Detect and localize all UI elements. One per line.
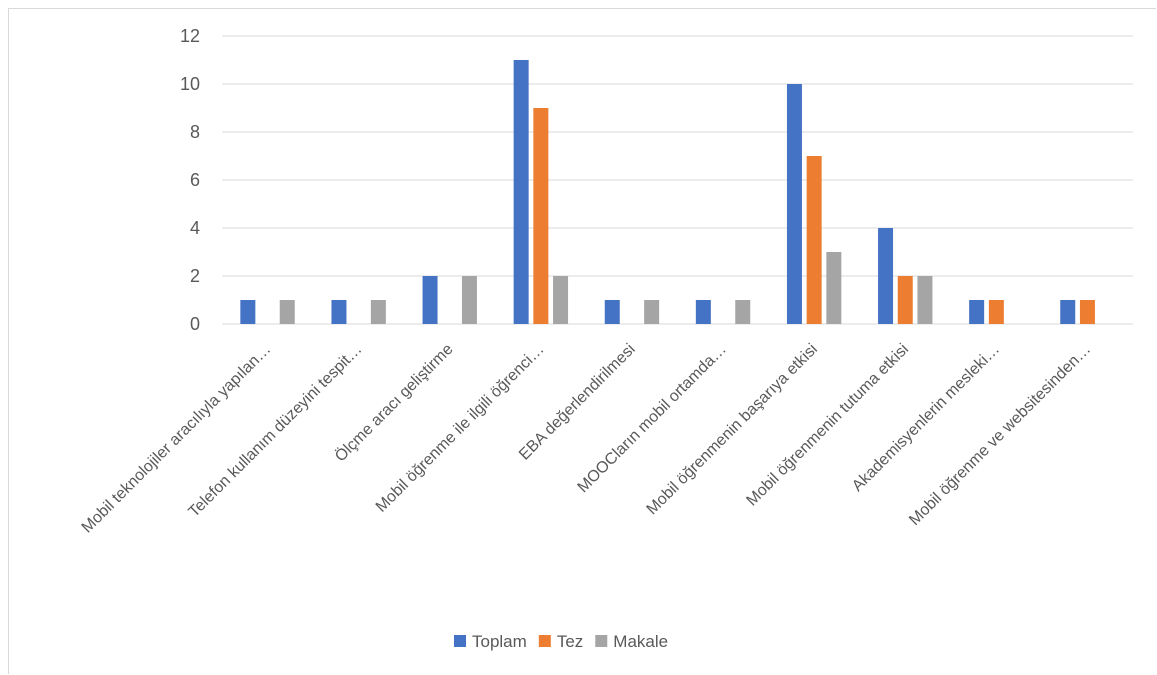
legend-label-toplam: Toplam <box>472 632 527 651</box>
bars <box>240 60 1095 324</box>
bar-toplam <box>969 300 985 324</box>
x-category-label: Mobil öğrenme ve websitesinden… <box>906 341 1094 529</box>
bar-toplam <box>786 84 802 324</box>
bar-toplam <box>604 300 620 324</box>
legend-swatch-toplam <box>454 635 466 647</box>
bar-tez <box>897 276 913 324</box>
bar-toplam <box>240 300 256 324</box>
bar-makale <box>370 300 386 324</box>
bar-makale <box>917 276 933 324</box>
bar-makale <box>735 300 751 324</box>
bar-makale <box>461 276 477 324</box>
bar-makale <box>644 300 660 324</box>
y-tick-label: 8 <box>190 122 200 142</box>
legend-swatch-makale <box>595 635 608 647</box>
bar-tez <box>1079 300 1095 324</box>
legend-label-makale: Makale <box>613 632 668 651</box>
bar-makale <box>279 300 295 324</box>
bar-toplam <box>695 300 711 324</box>
chart-frame <box>8 8 1156 674</box>
bar-tez <box>988 300 1004 324</box>
y-tick-label: 0 <box>190 314 200 334</box>
bar-makale <box>553 276 569 324</box>
bar-toplam <box>1060 300 1076 324</box>
bar-tez <box>806 156 822 324</box>
legend: Toplam Tez Makale <box>454 632 668 651</box>
x-category-label: Mobil öğrenmenin tutuma etkisi <box>743 341 912 510</box>
x-category-label: Akademisyenlerin mesleki… <box>849 341 1003 495</box>
legend-label-tez: Tez <box>557 632 583 651</box>
bar-toplam <box>422 276 438 324</box>
bar-toplam <box>331 300 347 324</box>
legend-swatch-tez <box>538 635 551 647</box>
bar-tez <box>533 108 549 324</box>
bar-toplam <box>878 228 894 324</box>
x-category-label: MOOCların mobil ortamda… <box>575 341 730 496</box>
x-category-label: Telefon kullanım düzeyini tespit… <box>186 341 366 521</box>
y-tick-label: 6 <box>190 170 200 190</box>
x-category-label: Mobil öğrenmenin başarıya etkisi <box>644 341 821 518</box>
y-axis-tick-labels: 0 2 4 6 8 10 12 <box>180 26 200 334</box>
y-tick-label: 2 <box>190 266 200 286</box>
x-axis-category-labels: Mobil teknolojiler aracılıyla yapılan…Te… <box>79 340 1095 536</box>
y-tick-label: 4 <box>190 218 200 238</box>
gridlines <box>222 35 1133 325</box>
bar-makale <box>826 252 842 324</box>
x-category-label: Mobil öğrenme ile ilgili öğrenci… <box>373 341 548 516</box>
y-tick-label: 12 <box>180 26 200 46</box>
bar-toplam <box>513 60 529 324</box>
y-tick-label: 10 <box>180 74 200 94</box>
x-category-label: Mobil teknolojiler aracılıyla yapılan… <box>79 341 275 537</box>
